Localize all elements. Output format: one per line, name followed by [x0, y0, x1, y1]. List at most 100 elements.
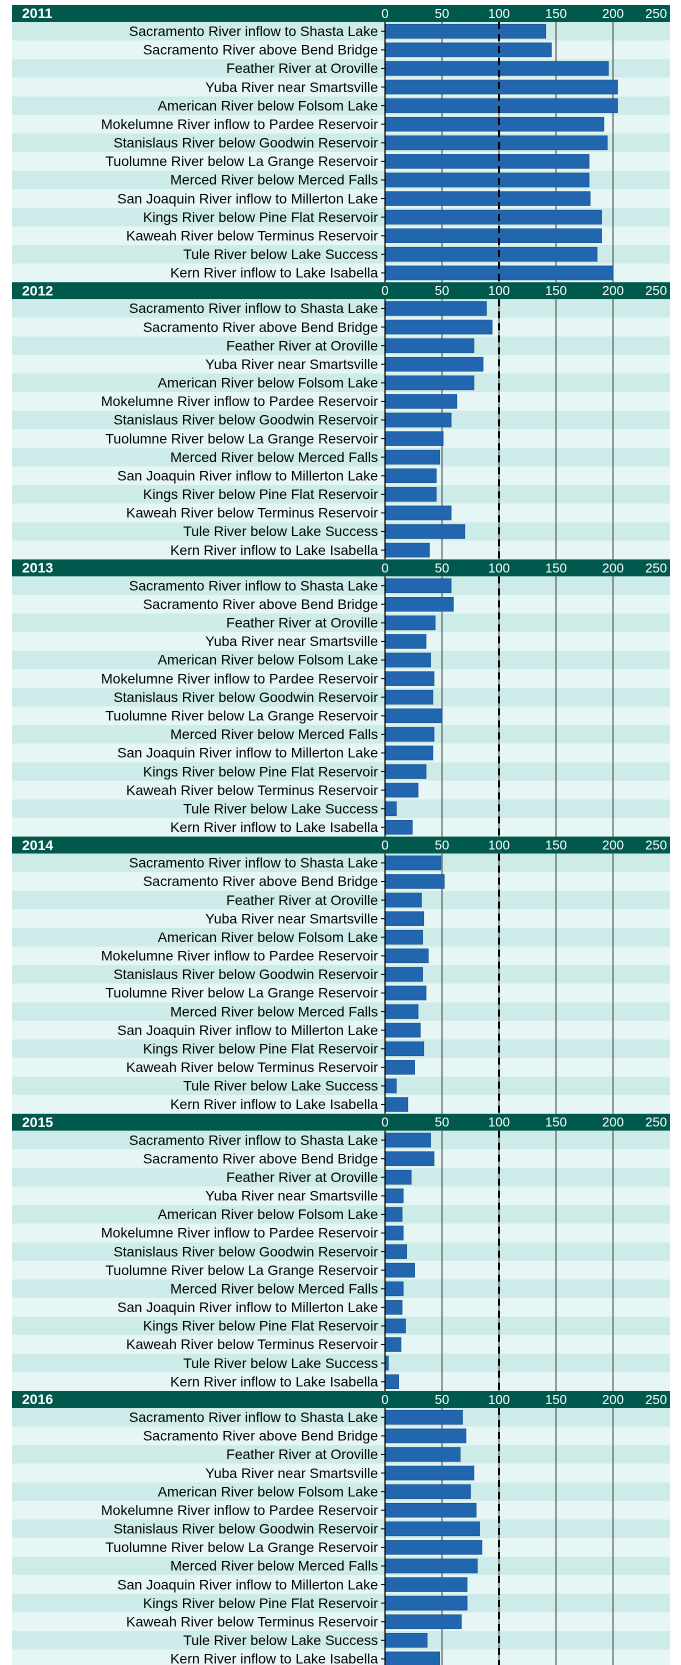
row-band	[12, 1095, 670, 1114]
row-band	[12, 1205, 670, 1224]
x-tick-label: 50	[435, 1115, 449, 1130]
x-tick-label: 100	[488, 1115, 510, 1130]
category-label: American River below Folsom Lake	[158, 1483, 378, 1499]
row-band	[12, 317, 670, 337]
row-band	[12, 965, 670, 984]
bar	[384, 154, 590, 169]
bar	[384, 61, 609, 76]
bar	[384, 1041, 425, 1057]
row-band	[12, 1538, 670, 1557]
category-label: Kaweah River below Terminus Reservoir	[126, 782, 378, 798]
bar	[384, 394, 458, 409]
category-label: Stanislaus River below Goodwin Reservoir	[113, 412, 378, 428]
row-band	[12, 1223, 670, 1243]
bar	[384, 1374, 399, 1390]
row-band	[12, 1612, 670, 1632]
category-label: Kaweah River below Terminus Reservoir	[126, 1336, 378, 1352]
category-label: Kings River below Pine Flat Reservoir	[143, 763, 378, 779]
bar	[384, 1262, 415, 1278]
bar	[384, 42, 552, 58]
category-label: Stanislaus River below Goodwin Reservoir	[113, 1521, 378, 1537]
category-label: Sacramento River inflow to Shasta Lake	[129, 855, 378, 871]
row-band	[12, 1242, 670, 1261]
x-tick-label: 0	[381, 838, 388, 853]
x-tick-label: 250	[645, 838, 667, 853]
bar	[384, 449, 441, 465]
category-label: Sacramento River above Bend Bridge	[143, 319, 378, 335]
bar	[384, 1614, 462, 1630]
row-band	[12, 743, 670, 763]
bar	[384, 1633, 428, 1648]
category-label: American River below Folsom Lake	[158, 929, 378, 945]
category-label: Yuba River near Smartsville	[205, 79, 378, 95]
category-label: Merced River below Merced Falls	[170, 449, 378, 465]
x-tick-label: 100	[488, 1392, 510, 1407]
row-band	[12, 1020, 670, 1040]
row-band	[12, 1002, 670, 1021]
row-band	[12, 1649, 670, 1665]
category-label: Kern River inflow to Lake Isabella	[170, 542, 378, 558]
row-band	[12, 687, 670, 707]
bar	[384, 1540, 483, 1555]
panel-title: 2015	[22, 1114, 53, 1130]
row-band	[12, 1408, 670, 1427]
bar	[384, 1244, 407, 1259]
category-label: Kern River inflow to Lake Isabella	[170, 819, 378, 835]
row-band	[12, 466, 670, 486]
bar	[384, 782, 419, 798]
category-label: Kern River inflow to Lake Isabella	[170, 1373, 378, 1389]
bar	[384, 1004, 419, 1019]
row-band	[12, 946, 670, 966]
category-label: Kern River inflow to Lake Isabella	[170, 1651, 378, 1665]
x-tick-label: 200	[602, 838, 624, 853]
category-label: Feather River at Oroville	[226, 1169, 378, 1185]
bar	[384, 1502, 477, 1518]
row-band	[12, 1445, 670, 1464]
bar	[384, 708, 443, 724]
category-label: Mokelumne River inflow to Pardee Reservo…	[101, 670, 378, 686]
x-tick-label: 150	[545, 560, 567, 575]
row-band	[12, 890, 670, 910]
bar	[384, 247, 598, 262]
category-label: San Joaquin River inflow to Millerton La…	[117, 1576, 378, 1592]
bar	[384, 874, 445, 889]
panel-header	[12, 559, 670, 577]
x-tick-label: 0	[381, 1115, 388, 1130]
bar	[384, 948, 429, 964]
row-band	[12, 1279, 670, 1299]
category-label: Sacramento River above Bend Bridge	[143, 1150, 378, 1166]
panel-title: 2013	[22, 560, 53, 576]
bar	[384, 1558, 478, 1574]
bar	[384, 356, 484, 372]
category-label: Kaweah River below Terminus Reservoir	[126, 1059, 378, 1075]
bar	[384, 689, 434, 705]
category-label: Kaweah River below Terminus Reservoir	[126, 227, 378, 243]
row-band	[12, 1482, 670, 1501]
row-band	[12, 1039, 670, 1059]
row-band	[12, 299, 670, 318]
category-label: Kings River below Pine Flat Reservoir	[143, 486, 378, 502]
row-band	[12, 1463, 670, 1483]
x-tick-label: 150	[545, 6, 567, 21]
category-label: Stanislaus River below Goodwin Reservoir	[113, 966, 378, 982]
row-band	[12, 410, 670, 430]
category-label: Kings River below Pine Flat Reservoir	[143, 1040, 378, 1056]
bar	[384, 727, 435, 742]
bar	[384, 1078, 397, 1094]
row-band	[12, 1149, 670, 1168]
x-tick-label: 200	[602, 6, 624, 21]
category-label: Merced River below Merced Falls	[170, 1558, 378, 1574]
row-band	[12, 336, 670, 355]
bar	[384, 967, 423, 982]
x-tick-label: 150	[545, 1115, 567, 1130]
bar	[384, 985, 427, 1001]
category-label: Tuolumne River below La Grange Reservoir	[105, 985, 378, 1001]
row-band	[12, 1500, 670, 1520]
row-band	[12, 706, 670, 726]
category-label: Yuba River near Smartsville	[205, 356, 378, 372]
x-tick-label: 250	[645, 560, 667, 575]
row-band	[12, 503, 670, 523]
x-tick-label: 250	[645, 6, 667, 21]
bar	[384, 338, 475, 353]
